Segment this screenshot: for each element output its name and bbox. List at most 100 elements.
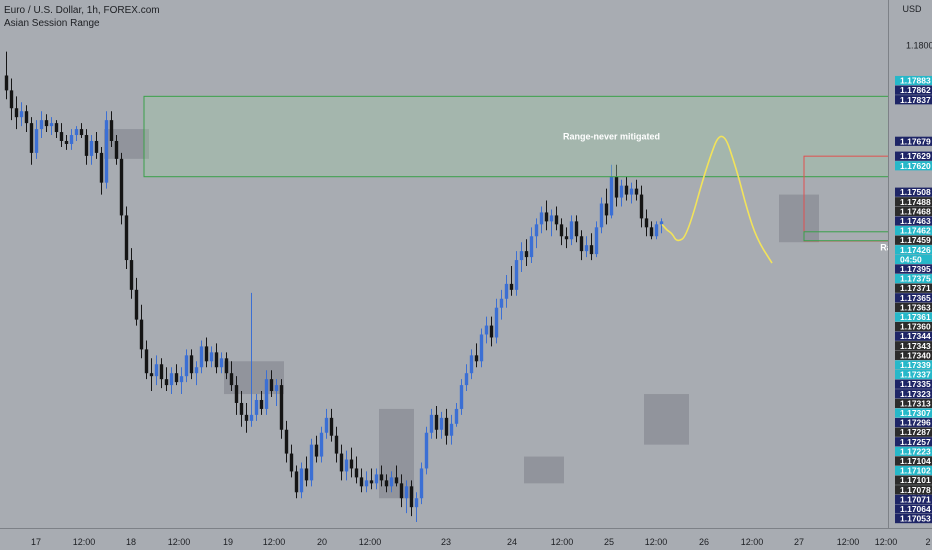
price-tag-0: 1.17883 <box>900 76 931 86</box>
price-tag-22: 1.17343 <box>900 341 931 351</box>
candle-body-92 <box>464 373 469 386</box>
candle-body-77 <box>389 477 394 487</box>
price-tag-15: 1.17375 <box>900 274 931 284</box>
candle-body-39 <box>199 346 204 368</box>
candle-body-96 <box>484 325 489 335</box>
candle-body-34 <box>174 373 179 383</box>
candle-body-130 <box>654 224 659 237</box>
price-tag-3: 1.17679 <box>900 136 931 146</box>
price-tag-32: 1.17257 <box>900 437 931 447</box>
symbol-title: Euro / U.S. Dollar, 1h, FOREX.com <box>4 5 160 16</box>
price-tag-bg-29 <box>895 408 932 418</box>
candle-body-44 <box>224 358 229 374</box>
candle-body-91 <box>459 385 464 409</box>
candle-body-106 <box>534 224 539 237</box>
price-tag-bg-4 <box>895 151 932 161</box>
price-tag-bg-11 <box>895 235 932 245</box>
candle-body-100 <box>504 283 509 299</box>
candle-body-102 <box>514 260 519 290</box>
asian-range-box-5 <box>779 194 819 243</box>
candle-body-69 <box>349 459 354 469</box>
candle-body-60 <box>304 468 309 481</box>
candle-body-6 <box>34 129 39 153</box>
price-tag-bg-15 <box>895 273 932 284</box>
candle-body-28 <box>144 349 149 374</box>
price-tag-37: 1.17078 <box>900 485 931 495</box>
price-tag-13: 04:50 <box>900 254 922 264</box>
time-axis-label-5: 12:00 <box>263 537 286 547</box>
candle-body-32 <box>164 379 169 386</box>
candle-body-116 <box>584 245 589 252</box>
candle-body-31 <box>159 364 164 380</box>
candle-body-90 <box>454 408 459 424</box>
price-tag-bg-1 <box>895 85 932 95</box>
chart-legend: Euro / U.S. Dollar, 1h, FOREX.com Asian … <box>4 4 160 30</box>
candle-body-88 <box>444 417 449 436</box>
candle-body-99 <box>499 298 504 308</box>
candle-body-80 <box>404 486 409 499</box>
candle-body-122 <box>614 176 619 198</box>
candle-body-1 <box>9 90 14 109</box>
price-tag-19: 1.17361 <box>900 312 931 322</box>
candle-body-56 <box>284 429 289 454</box>
candle-body-104 <box>524 251 529 258</box>
price-tag-bg-40 <box>895 513 932 524</box>
candle-body-59 <box>299 468 304 493</box>
asian-range-box-1 <box>224 361 284 395</box>
time-axis-label-12: 25 <box>604 537 614 547</box>
price-tag-28: 1.17313 <box>900 398 931 408</box>
price-tag-bg-20 <box>895 321 932 332</box>
candle-body-35 <box>179 376 184 383</box>
time-axis-label-6: 20 <box>317 537 327 547</box>
candle-body-67 <box>339 453 344 472</box>
candle-body-111 <box>559 224 564 237</box>
price-tag-36: 1.17101 <box>900 475 931 485</box>
candle-body-73 <box>369 480 374 484</box>
candle-body-113 <box>569 221 574 240</box>
price-tag-bg-13 <box>895 254 932 264</box>
asian-range-box-3 <box>524 456 564 484</box>
price-tag-2: 1.17837 <box>900 95 931 105</box>
candle-body-123 <box>619 185 624 198</box>
price-tag-bg-32 <box>895 437 932 447</box>
price-tag-18: 1.17363 <box>900 302 931 312</box>
candle-body-124 <box>624 185 629 195</box>
price-tag-bg-37 <box>895 485 932 495</box>
price-tag-14: 1.17395 <box>900 264 931 274</box>
indicator-label[interactable]: Asian Session Range <box>4 18 100 29</box>
candle-body-8 <box>44 120 49 127</box>
candle-body-9 <box>49 123 54 127</box>
price-tag-20: 1.17360 <box>900 322 931 332</box>
candle-body-114 <box>574 221 579 237</box>
price-tag-27: 1.17323 <box>900 389 931 399</box>
price-tag-10: 1.17462 <box>900 226 931 236</box>
red-range-outline <box>803 155 932 242</box>
candle-body-84 <box>424 432 429 469</box>
candle-body-19 <box>99 152 104 183</box>
price-tag-31: 1.17287 <box>900 427 931 437</box>
time-axis-label-17: 12:00 <box>837 537 860 547</box>
candle-body-22 <box>114 140 119 159</box>
candle-body-21 <box>109 120 114 141</box>
candle-body-42 <box>214 352 219 368</box>
price-tag-23: 1.17340 <box>900 350 931 360</box>
candle-body-129 <box>649 227 654 237</box>
candle-body-64 <box>324 417 329 433</box>
price-tag-bg-10 <box>895 225 932 236</box>
candle-body-121 <box>609 176 614 216</box>
candle-body-36 <box>184 355 189 377</box>
price-tag-30: 1.17296 <box>900 418 931 428</box>
time-axis-label-2: 18 <box>126 537 136 547</box>
candle-body-33 <box>169 373 174 386</box>
price-tag-bg-6 <box>895 187 932 197</box>
price-tag-5: 1.17620 <box>900 161 931 171</box>
candle-body-128 <box>644 218 649 228</box>
time-axis-label-16: 27 <box>794 537 804 547</box>
candle-body-16 <box>84 135 89 156</box>
candle-body-30 <box>154 364 159 377</box>
price-tag-bg-24 <box>895 360 932 370</box>
candle-body-29 <box>149 373 154 377</box>
candle-body-41 <box>209 352 214 362</box>
candle-body-119 <box>599 203 604 228</box>
